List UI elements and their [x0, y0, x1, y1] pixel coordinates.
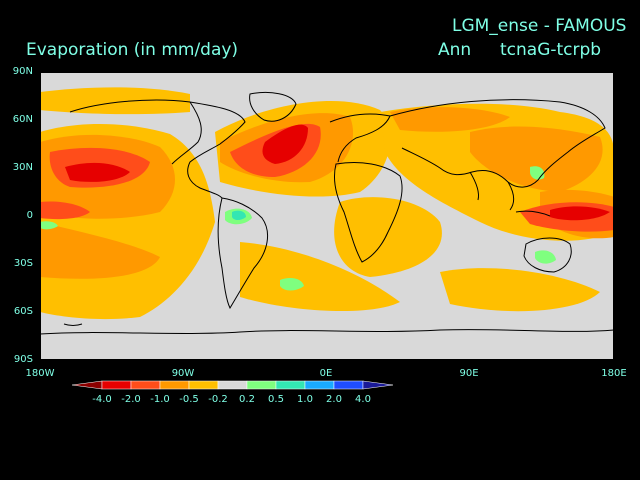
lat-label-90s: 90S [13, 354, 33, 365]
colorbar-label: 1.0 [297, 394, 313, 405]
colorbar [71, 380, 394, 390]
colorbar-label: 0.2 [239, 394, 255, 405]
colorbar-swatch [304, 380, 335, 390]
lon-label-90w: 90W [171, 368, 195, 379]
colorbar-swatch [101, 380, 132, 390]
plot-title: Evaporation (in mm/day) [26, 40, 239, 60]
colorbar-label: 0.5 [268, 394, 284, 405]
map-frame [40, 72, 614, 360]
season-label: Ann [438, 40, 472, 60]
colorbar-swatches [71, 380, 394, 390]
colorbar-label: 4.0 [355, 394, 371, 405]
colorbar-arrow-right [362, 380, 394, 390]
lon-label-180e: 180E [601, 368, 627, 379]
colorbar-label: -0.2 [208, 394, 228, 405]
colorbar-label: 2.0 [326, 394, 342, 405]
colorbar-swatch [130, 380, 161, 390]
experiment-label: tcnaG-tcrpb [500, 40, 602, 60]
lat-label-30n: 30N [12, 162, 33, 173]
colorbar-label: -4.0 [92, 394, 112, 405]
lat-label-0: 0 [26, 210, 33, 221]
lat-label-60n: 60N [12, 114, 33, 125]
evaporation-map [40, 72, 614, 360]
colorbar-swatch [275, 380, 306, 390]
lat-label-60s: 60S [13, 306, 33, 317]
colorbar-label: -1.0 [150, 394, 170, 405]
lon-label-0e: 0E [319, 368, 333, 379]
colorbar-label: -0.5 [179, 394, 199, 405]
colorbar-swatch [159, 380, 190, 390]
lat-label-30s: 30S [13, 258, 33, 269]
colorbar-swatch [246, 380, 277, 390]
lon-label-90e: 90E [459, 368, 479, 379]
colorbar-arrow-left [71, 380, 103, 390]
map-fill-layers [40, 87, 614, 320]
coastlines [40, 91, 614, 335]
lon-label-180w: 180W [25, 368, 55, 379]
colorbar-label: -2.0 [121, 394, 141, 405]
run-title: LGM_ense - FAMOUS [452, 16, 627, 36]
colorbar-swatch [217, 380, 248, 390]
colorbar-swatch [333, 380, 364, 390]
colorbar-swatch [188, 380, 219, 390]
lat-label-90n: 90N [12, 66, 33, 77]
